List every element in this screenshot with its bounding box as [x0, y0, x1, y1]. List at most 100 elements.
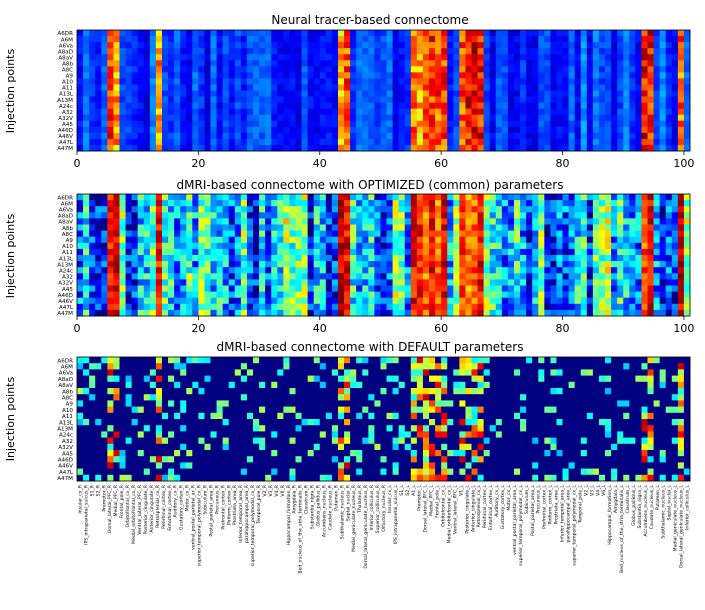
heatmap-cell [246, 303, 254, 311]
heatmap-cell [174, 84, 181, 91]
heatmap-cell [513, 394, 521, 401]
heatmap-cell [155, 248, 163, 256]
heatmap-cell [501, 138, 509, 146]
heatmap-cell [635, 48, 642, 55]
heatmap-cell [174, 114, 181, 122]
heatmap-cell [253, 273, 260, 280]
heatmap-cell [161, 212, 169, 219]
heatmap-cell [259, 200, 266, 207]
heatmap-cell [283, 279, 290, 286]
heatmap-cell [441, 206, 448, 213]
heatmap-cell [550, 381, 557, 389]
heatmap-cell [259, 388, 266, 395]
heatmap-cell [95, 279, 102, 286]
heatmap-cell [471, 90, 478, 97]
heatmap-cell [161, 114, 169, 122]
heatmap-cell [568, 309, 576, 317]
heatmap-cell [416, 102, 424, 109]
heatmap-cell [313, 267, 321, 274]
heatmap-cell [119, 84, 126, 91]
heatmap-cell [277, 369, 284, 376]
heatmap-cell [641, 255, 648, 262]
heatmap-cell [459, 381, 466, 389]
heatmap-cell [410, 200, 418, 207]
heatmap-cell [344, 285, 351, 292]
heatmap-cell [471, 400, 478, 407]
heatmap-cell [574, 212, 582, 219]
heatmap-cell [580, 279, 588, 286]
heatmap-cell [629, 114, 636, 122]
heatmap-cell [513, 48, 521, 55]
heatmap-cell [204, 36, 211, 43]
heatmap-cell [180, 206, 187, 213]
heatmap-cell [240, 120, 248, 128]
heatmap-cell [683, 357, 691, 364]
heatmap-cell [307, 381, 315, 389]
heatmap-cell [259, 375, 266, 383]
heatmap-cell [489, 66, 497, 73]
heatmap-cell [641, 357, 648, 364]
heatmap-cell [677, 42, 685, 49]
heatmap-cell [623, 90, 630, 97]
heatmap-cell [350, 224, 357, 231]
heatmap-cell [453, 381, 460, 389]
heatmap-cell [556, 30, 563, 37]
y-tick-label: A8aV [58, 383, 73, 389]
heatmap-cell [125, 96, 132, 103]
heatmap-cell [89, 363, 96, 370]
heatmap-cell [574, 194, 582, 201]
heatmap-cell [398, 279, 406, 286]
heatmap-cell [538, 248, 545, 256]
heatmap-cell [683, 132, 691, 140]
heatmap-cell [465, 303, 472, 311]
heatmap-cell [259, 400, 266, 407]
heatmap-cell [137, 279, 145, 286]
heatmap-cell [435, 230, 442, 238]
heatmap-cell [174, 72, 181, 79]
heatmap-cell [629, 375, 636, 383]
heatmap-cell [356, 297, 363, 305]
heatmap-cell [520, 66, 527, 73]
heatmap-cell [459, 194, 466, 201]
heatmap-cell [149, 200, 157, 207]
heatmap-cell [143, 363, 151, 370]
heatmap-cell [459, 96, 466, 103]
heatmap-cell [192, 279, 199, 286]
heatmap-cell [143, 388, 151, 395]
heatmap-cell [307, 120, 315, 128]
heatmap-cell [89, 375, 96, 383]
heatmap-cell [143, 267, 151, 274]
heatmap-cell [295, 255, 302, 262]
heatmap-cell [131, 30, 139, 37]
heatmap-cell [538, 108, 545, 116]
heatmap-cell [289, 309, 296, 317]
heatmap-cell [198, 36, 205, 43]
heatmap-cell [398, 54, 406, 61]
heatmap-cell [398, 108, 406, 116]
heatmap-cell [617, 212, 624, 219]
heatmap-cell [331, 230, 339, 238]
heatmap-cell [422, 273, 430, 280]
heatmap-cell [623, 102, 630, 109]
heatmap-cell [295, 381, 302, 389]
heatmap-cell [416, 72, 424, 79]
heatmap-cell [653, 212, 660, 219]
heatmap-cell [216, 297, 224, 305]
heatmap-cell [325, 261, 333, 268]
heatmap-cell [83, 279, 90, 286]
heatmap-cell [641, 48, 648, 55]
heatmap-cell [568, 394, 576, 401]
heatmap-cell [605, 394, 612, 401]
heatmap-cell [301, 78, 308, 85]
heatmap-cell [380, 72, 387, 79]
heatmap-cell [422, 42, 430, 49]
heatmap-cell [325, 363, 333, 370]
heatmap-cell [659, 224, 667, 231]
y-axis-label: Injection points [4, 49, 17, 134]
heatmap-cell [677, 54, 685, 61]
heatmap-cell [107, 30, 114, 37]
heatmap-cell [283, 303, 290, 311]
heatmap-cell [186, 309, 193, 317]
heatmap-cell [422, 78, 430, 85]
heatmap-cell [301, 36, 308, 43]
